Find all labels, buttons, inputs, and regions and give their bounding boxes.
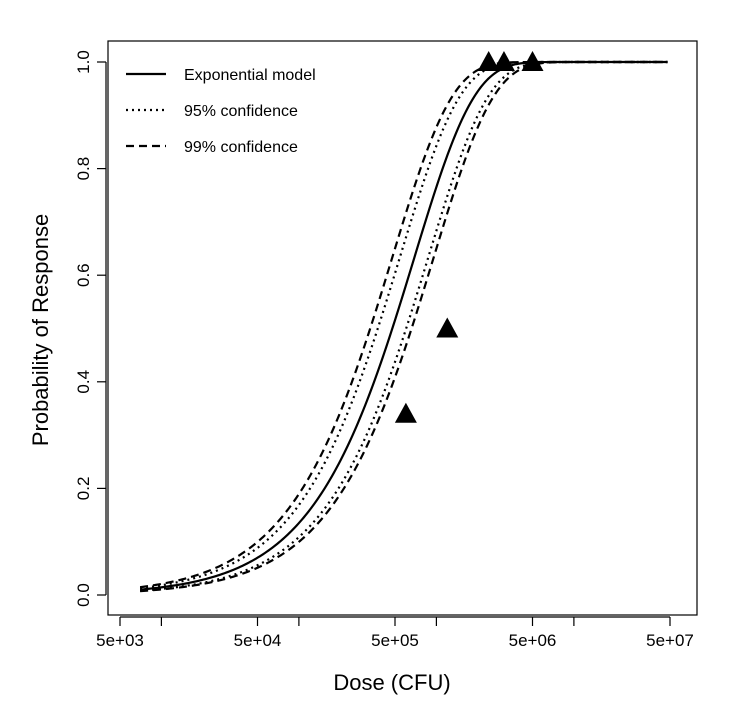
y-tick-label: 0.8: [74, 157, 93, 181]
observed-point: [394, 402, 417, 423]
legend-label: 99% confidence: [184, 139, 298, 156]
observed-point: [436, 317, 459, 338]
curve-dashed-upper: [139, 60, 668, 589]
legend-label: 95% confidence: [184, 103, 298, 120]
x-tick-label: 5e+05: [371, 631, 419, 650]
y-axis-title: Probability of Response: [28, 214, 53, 446]
x-tick-label: 5e+03: [96, 631, 144, 650]
observed-point: [477, 51, 500, 71]
legend-label: Exponential model: [184, 67, 316, 84]
y-tick-label: 0.0: [74, 583, 93, 607]
x-tick-label: 5e+04: [234, 631, 282, 650]
model-curves: [139, 60, 668, 593]
x-axis: 5e+03 5e+04 5e+05 5e+06 5e+07: [96, 616, 694, 650]
y-tick-label: 0.4: [74, 370, 93, 394]
observed-point: [521, 51, 544, 71]
x-axis-title: Dose (CFU): [333, 670, 450, 695]
y-axis: 0.0 0.2 0.4 0.6 0.8 1.0: [74, 50, 107, 607]
legend: Exponential model 95% confidence 99% confi…: [126, 67, 316, 156]
y-tick-label: 0.2: [74, 477, 93, 501]
observed-points: [394, 51, 544, 423]
y-tick-label: 1.0: [74, 50, 93, 74]
observed-point: [492, 51, 515, 71]
x-tick-label: 5e+06: [509, 631, 557, 650]
curve-dotted-upper: [139, 60, 668, 590]
x-tick-label: 5e+07: [646, 631, 694, 650]
y-tick-label: 0.6: [74, 263, 93, 287]
plot-frame: [107, 40, 698, 616]
